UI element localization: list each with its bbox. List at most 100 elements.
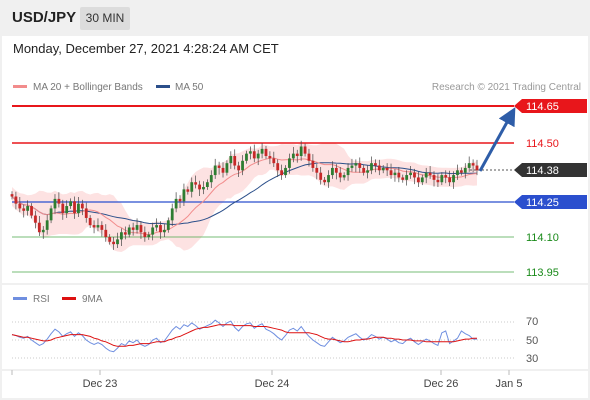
candle-body [463,167,467,173]
candle-body [139,225,143,233]
level-label-113-95: 113.95 [526,267,559,279]
x-tick-label-dec26: Dec 26 [424,378,459,390]
candle-body [155,225,158,228]
level-tag-114-65: 114.65 [514,99,587,113]
level-tag-114-50: 114.50 [526,138,559,150]
candle-body [213,165,217,176]
candle-body [389,170,393,176]
candle-body [10,194,14,197]
candle-body [272,158,276,164]
candle-body [182,189,186,202]
ma20-legend-swatch [13,85,27,88]
candle-body [45,220,49,230]
candle-body [53,198,57,209]
candle-body [18,203,22,209]
candle-body [209,175,213,183]
ma50-legend-swatch [156,85,170,88]
candle-body [65,206,69,214]
candle-body [350,165,354,168]
level-label-114-10: 114.10 [526,232,559,244]
candle-body [229,156,233,164]
candle-body [127,227,131,235]
ma50-line [11,162,478,226]
candle-body [338,172,342,178]
candle-body [307,153,311,161]
symbol-title: USD/JPY [12,9,77,26]
candle-body [202,186,205,190]
candle-body [459,170,463,173]
level-label-114-38: 114.38 [526,165,559,177]
candle-body [34,215,37,223]
candle-body [217,165,221,168]
level-label-114-25: 114.25 [526,197,559,209]
candle-body [401,177,405,180]
candle-body [49,208,53,221]
candle-body [346,167,350,176]
timeframe-badge[interactable]: 30 MIN [80,7,130,30]
candle-body [385,167,389,171]
rsi-legend-label: RSI [33,294,50,305]
candle-body [143,232,147,237]
candle-body [237,165,241,171]
candle-body [37,222,41,233]
candle-body [260,148,264,154]
candle-body [22,208,26,211]
candle-body [147,234,151,237]
candle-body [397,172,401,178]
candle-body [84,208,88,218]
candle-body [467,163,471,168]
x-tick-label-dec23: Dec 23 [83,378,118,390]
candle-body [116,239,119,245]
candle-body [248,151,252,154]
candle-body [456,170,459,176]
candle-body [131,227,135,230]
candle-body [471,163,475,166]
candle-body [366,170,369,173]
candle-body [334,167,338,173]
candle-body [69,201,73,207]
ma50-legend-label: MA 50 [175,82,204,93]
candle-body [405,175,409,180]
candle-body [311,160,315,168]
candle-body [416,177,420,183]
level-label-114-65: 114.65 [526,101,559,113]
candle-body [276,163,280,171]
candle-body [186,189,190,192]
candle-body [205,182,209,187]
candle-body [377,165,381,171]
candle-body [420,177,424,183]
rsi-ma-line [11,324,477,347]
x-axis: Dec 23 Dec 24 Dec 26 Jan 5 [11,370,523,390]
candle-body [291,153,295,159]
candle-body [342,175,346,178]
candle-body [170,208,174,221]
ma20-legend-label: MA 20 + Bollinger Bands [33,82,143,93]
rsi-tick-70: 70 [526,316,538,328]
candle-body [233,156,237,166]
candle-body [151,227,155,235]
candle-body [120,232,123,240]
candle-body [198,184,201,190]
candle-body [225,163,229,173]
candle-body [178,198,182,202]
candle-body [288,158,291,168]
candle-body [440,175,444,183]
candle-body [284,167,287,176]
candle-body [381,167,385,171]
level-lines [12,105,514,273]
candle-body [299,146,303,157]
candle-body [252,151,256,159]
chart-datetime: Monday, December 27, 2021 4:28:24 AM CET [13,41,279,56]
credit-label: Research © 2021 Trading Central [432,82,581,93]
candle-body [30,206,33,216]
candle-body [245,153,248,161]
candle-body [241,160,244,171]
rsi-line [11,319,477,353]
candle-body [424,172,428,178]
rsi-tick-30: 30 [526,353,538,365]
candle-body [358,163,362,168]
x-tick-label-jan5: Jan 5 [496,378,523,390]
candle-body [104,229,108,237]
candle-body [112,241,115,245]
